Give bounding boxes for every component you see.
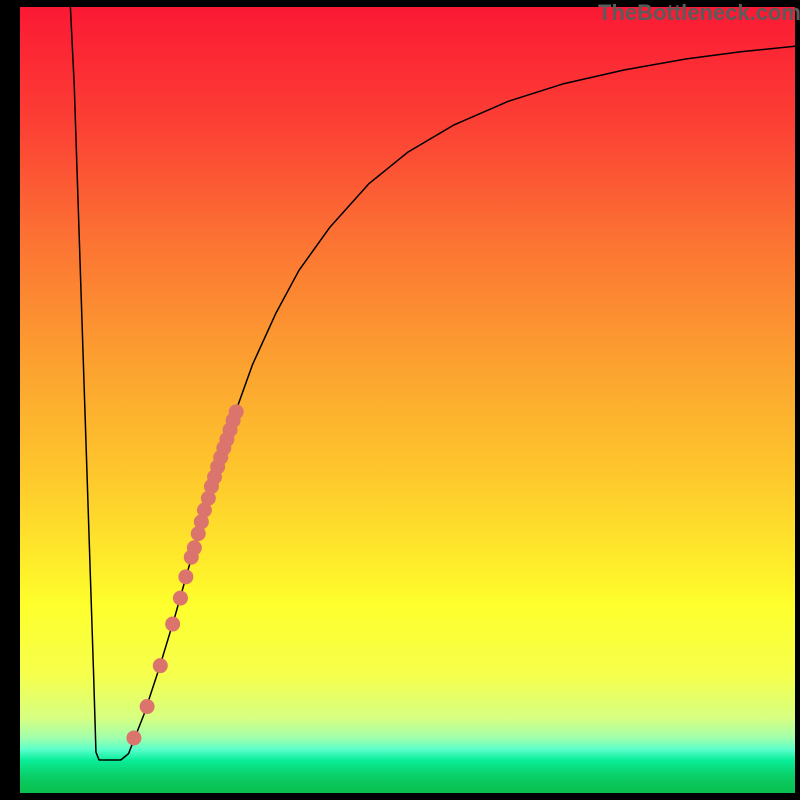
data-marker [165, 617, 180, 632]
data-marker [153, 658, 168, 673]
data-marker [229, 404, 244, 419]
chart-frame: TheBottleneck.com [0, 0, 800, 800]
gradient-background [20, 7, 795, 793]
bottleneck-chart [20, 7, 795, 793]
data-marker [140, 699, 155, 714]
data-marker [173, 591, 188, 606]
data-marker [187, 540, 202, 555]
data-marker [178, 569, 193, 584]
watermark-text: TheBottleneck.com [598, 0, 800, 26]
data-marker [126, 730, 141, 745]
